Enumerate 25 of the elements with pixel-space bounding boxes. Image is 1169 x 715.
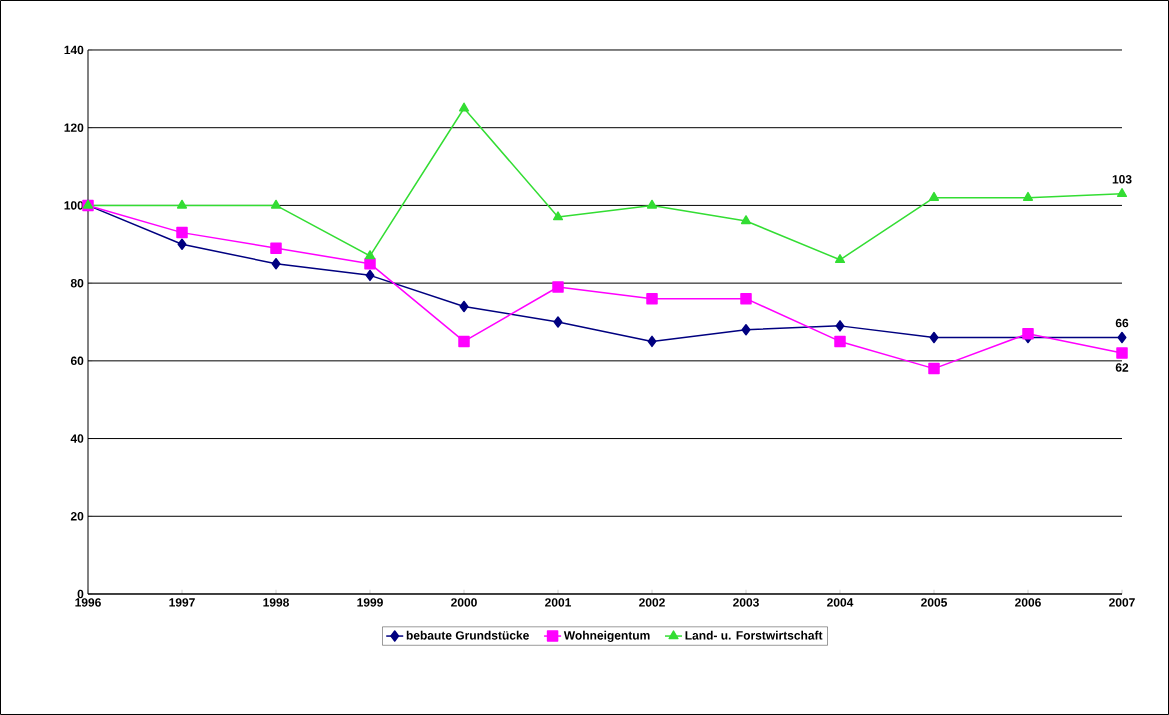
data-label: 103: [1112, 175, 1132, 184]
x-tick-label: 2001: [545, 598, 572, 607]
x-tick-label: 2000: [451, 598, 477, 607]
x-tick-label: 2003: [733, 598, 759, 607]
data-label: 62: [1115, 363, 1129, 372]
legend-label: Wohneigentum: [563, 630, 650, 643]
x-tick-label: 1998: [263, 598, 289, 607]
legend-label: bebaute Grundstücke: [406, 630, 529, 640]
y-tick-label: 20: [70, 512, 84, 521]
y-tick-label: 40: [70, 434, 84, 443]
y-tick-label: 120: [64, 123, 84, 132]
data-label: 66: [1115, 318, 1129, 328]
x-tick-label: 1997: [169, 598, 195, 607]
x-tick-label: 2007: [1109, 598, 1135, 607]
y-tick-label: 0: [77, 589, 84, 599]
x-tick-label: 2006: [1015, 598, 1041, 607]
x-tick-label: 1999: [357, 598, 383, 607]
x-tick-label: 2002: [639, 598, 665, 607]
y-tick-label: 80: [70, 278, 84, 288]
x-tick-label: 1996: [75, 598, 101, 607]
x-tick-label: 2005: [921, 598, 948, 607]
y-tick-label: 140: [64, 45, 84, 55]
x-tick-label: 2004: [827, 598, 854, 607]
y-tick-label: 60: [70, 356, 84, 366]
legend-label: Land- u. Forstwirtschaft: [685, 630, 823, 640]
